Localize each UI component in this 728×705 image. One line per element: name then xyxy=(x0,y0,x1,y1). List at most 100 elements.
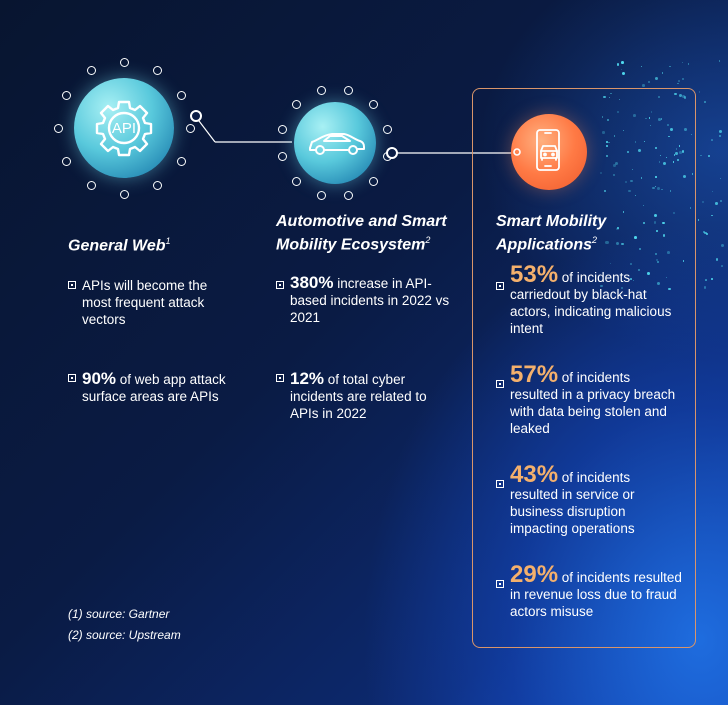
list-item: 380% increase in API- based incidents in… xyxy=(276,274,451,326)
ring-dot xyxy=(382,124,392,134)
sparkle-dot xyxy=(648,117,651,120)
connector-node xyxy=(386,147,398,159)
sparkle-dot xyxy=(655,176,657,178)
sparkle-dot xyxy=(667,251,670,254)
sparkle-dot xyxy=(718,129,722,133)
sparkle-dot xyxy=(654,146,658,149)
ring-dot xyxy=(368,176,378,186)
sparkle-dot xyxy=(660,117,663,120)
title-text: Mobility Ecosystem xyxy=(276,236,426,254)
sparkle-dot xyxy=(633,114,636,118)
list-item-text: of incidents resulted in service or busi… xyxy=(510,470,635,536)
sparkle-dot xyxy=(662,162,666,166)
sparkle-dot xyxy=(701,201,704,204)
sparkle-dot xyxy=(602,131,605,134)
sparkle-dot xyxy=(622,71,626,75)
sparkle-dot xyxy=(673,212,676,215)
column-title-automotive: Automotive and Smart Mobility Ecosystem2 xyxy=(276,212,447,254)
sparkle-dot xyxy=(657,282,661,286)
sparkle-dot xyxy=(703,230,706,234)
stat-value: 380% xyxy=(290,273,334,292)
sparkle-dot xyxy=(684,128,687,131)
sparkle-dot xyxy=(654,214,658,218)
stat-value: 90% xyxy=(82,369,117,388)
bullet-icon xyxy=(68,281,76,289)
sparkle-dot xyxy=(603,189,607,193)
ring-dot xyxy=(368,100,378,110)
sparkle-dot xyxy=(633,279,635,281)
list-item: 57% of incidents resulted in a privacy b… xyxy=(496,363,676,437)
sparkle-dot xyxy=(719,134,722,137)
ring-dot xyxy=(185,123,195,133)
sparkle-dot xyxy=(633,236,637,240)
stat-value: 57% xyxy=(510,361,559,388)
sparkle-dot xyxy=(615,242,619,246)
sparkle-dot xyxy=(616,62,620,66)
list-item-text: of incidents resulted in a privacy breac… xyxy=(510,370,676,436)
sparkle-dot xyxy=(682,174,686,178)
sparkle-dot xyxy=(715,257,719,261)
ring-dot xyxy=(278,152,288,162)
api-gear-icon: API xyxy=(74,78,174,178)
source-note: (2) source: Upstream xyxy=(68,628,181,642)
sparkle-dot xyxy=(608,97,611,99)
sparkle-dot xyxy=(622,211,625,213)
list-item-text: of incidents resulted in revenue loss du… xyxy=(510,570,682,619)
sparkle-dot xyxy=(704,231,707,235)
list-item: 12% of total cyber incidents are related… xyxy=(276,370,436,422)
sparkle-dot xyxy=(638,268,641,272)
sparkle-dot xyxy=(710,278,713,280)
sparkle-dot xyxy=(623,129,625,131)
ring-dot xyxy=(292,100,302,110)
sparkle-dot xyxy=(720,200,722,202)
footnote-marker: 2 xyxy=(592,235,598,245)
sparkle-dot xyxy=(675,152,679,156)
connector-node xyxy=(190,110,202,122)
column-title-smart-mobility: Smart Mobility Applications2 xyxy=(496,212,606,254)
sparkle-dot xyxy=(600,172,603,175)
sparkle-dot xyxy=(649,125,651,127)
sparkle-dot xyxy=(634,194,636,196)
sparkle-dot xyxy=(681,150,685,153)
sparkle-dot xyxy=(620,60,624,64)
sparkle-dot xyxy=(674,92,677,96)
sparkle-dot xyxy=(641,66,643,68)
sparkle-dot xyxy=(668,135,670,138)
title-text: Applications xyxy=(496,236,593,254)
ring-dot xyxy=(344,190,354,200)
sparkle-dot xyxy=(621,286,624,289)
sparkle-dot xyxy=(615,162,619,166)
phone-car-icon xyxy=(511,114,587,190)
sparkle-dot xyxy=(666,276,668,279)
sparkle-dot xyxy=(670,127,673,131)
sparkle-dot xyxy=(721,265,723,267)
sparkle-dot xyxy=(681,61,683,63)
sparkle-dot xyxy=(630,180,633,183)
sparkle-dot xyxy=(658,161,661,164)
sparkle-dot xyxy=(645,117,647,120)
list-item-text: APIs will become the most frequent attac… xyxy=(82,278,208,327)
sparkle-dot xyxy=(608,141,610,144)
list-item: 43% of incidents resulted in service or … xyxy=(496,463,676,537)
sparkle-dot xyxy=(711,139,713,141)
sparkle-dot xyxy=(676,159,679,162)
sparkle-dot xyxy=(656,258,659,261)
stat-value: 12% xyxy=(290,369,325,388)
footnote-marker: 2 xyxy=(425,235,431,245)
title-text: General Web xyxy=(68,237,166,255)
ring-dot xyxy=(278,124,288,134)
source-note: (1) source: Gartner xyxy=(68,607,170,621)
smart-mobility-highlight-box xyxy=(472,88,696,648)
sparkle-dot xyxy=(605,154,609,158)
sparkle-dot xyxy=(653,221,657,224)
list-item: 29% of incidents resulted in revenue los… xyxy=(496,563,686,620)
sparkle-dot xyxy=(610,93,612,95)
sparkle-dot xyxy=(715,202,718,206)
sparkle-dot xyxy=(613,174,616,177)
sparkle-dot xyxy=(609,262,611,264)
sparkle-dot xyxy=(628,190,631,193)
sparkle-dot xyxy=(666,156,668,159)
sparkle-dot xyxy=(640,177,643,179)
sparkle-dot xyxy=(603,95,606,99)
sparkle-dot xyxy=(621,243,624,246)
